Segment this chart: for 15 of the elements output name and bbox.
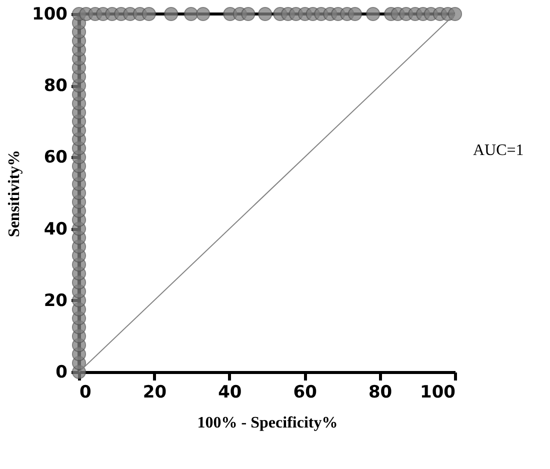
x-tick-label: 20: [142, 382, 167, 402]
x-tick-label: 0: [80, 382, 92, 402]
x-tick-label: 40: [218, 382, 242, 402]
x-axis-title: 100% - Specificity%: [197, 414, 338, 432]
x-tick-label: 80: [368, 382, 392, 402]
y-tick-label: 20: [44, 290, 68, 311]
y-tick-label: 40: [44, 219, 68, 240]
y-tick-label: 0: [56, 362, 68, 382]
x-tick-label: 60: [293, 382, 318, 402]
y-axis-title: Sensitivity%: [6, 150, 24, 238]
y-tick-label: 60: [44, 148, 68, 168]
y-tick-label: 100: [32, 4, 68, 24]
text: AUC=1: [473, 142, 524, 160]
x-tick-label: 100: [420, 382, 456, 402]
y-tick-label: 80: [44, 76, 68, 96]
